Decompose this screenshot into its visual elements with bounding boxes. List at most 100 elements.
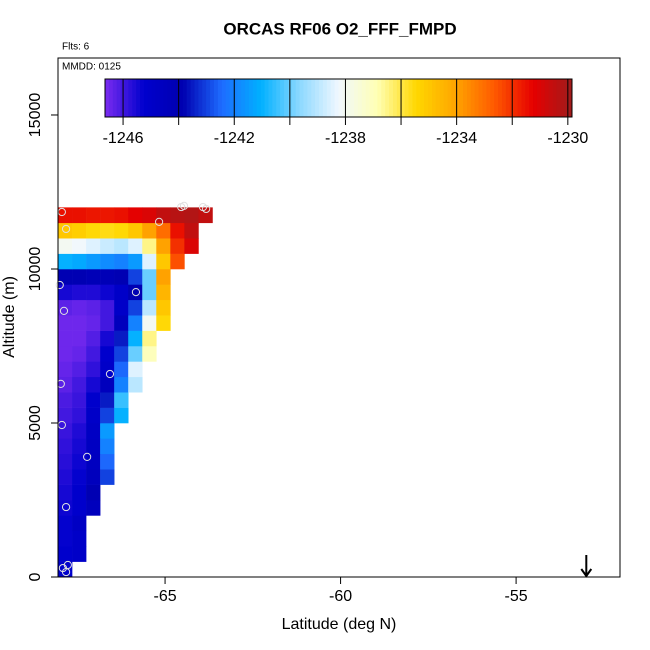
cell — [72, 376, 87, 393]
colorbar-slice — [307, 79, 312, 117]
cell — [86, 238, 101, 254]
colorbar-slice — [315, 79, 320, 117]
colorbar-slice — [435, 79, 441, 117]
cell — [114, 253, 129, 270]
cell — [156, 315, 171, 331]
y-tick-label: 5000 — [27, 405, 44, 441]
cell — [184, 222, 199, 239]
cell — [58, 515, 73, 532]
cell — [58, 253, 73, 270]
date-note: MMDD: 0125 — [62, 62, 121, 73]
cell — [72, 330, 87, 347]
cell — [86, 299, 101, 316]
colorbar-slice — [357, 79, 363, 117]
x-tick-label: -60 — [329, 588, 352, 605]
colorbar-slice — [443, 79, 448, 117]
cell — [100, 315, 115, 331]
cell — [100, 438, 115, 455]
colorbar-slice — [385, 79, 390, 117]
cell — [100, 268, 115, 285]
cell — [100, 222, 115, 239]
colorbar-slice — [505, 79, 511, 117]
colorbar-slice — [143, 79, 149, 117]
colorbar-slice — [389, 79, 394, 117]
cell — [86, 453, 101, 470]
colorbar-slice — [564, 79, 569, 117]
cell — [156, 299, 171, 316]
cell — [58, 561, 73, 578]
cell — [170, 207, 185, 224]
cell — [128, 299, 143, 316]
colorbar-slice — [396, 79, 402, 117]
cell — [58, 499, 73, 516]
colorbar-slice — [381, 79, 386, 117]
colorbar-slice — [210, 79, 215, 117]
cell — [156, 253, 171, 270]
heatmap — [58, 207, 213, 578]
colorbar-slice — [112, 79, 118, 117]
colorbar-slice — [365, 79, 371, 117]
colorbar-slice — [408, 79, 413, 117]
cell — [128, 315, 143, 331]
colorbar-slice — [517, 79, 522, 117]
cell — [58, 484, 73, 501]
colorbar-slice — [346, 79, 351, 117]
cell — [100, 238, 115, 254]
colorbar-slice — [322, 79, 328, 117]
cell — [184, 207, 199, 224]
cell — [100, 422, 115, 439]
colorbar-slice — [470, 79, 476, 117]
colorbar-slice — [182, 79, 188, 117]
colorbar-slice — [233, 79, 238, 117]
cell — [114, 268, 129, 285]
flight-point — [105, 369, 115, 379]
cell — [72, 222, 87, 239]
chart-title: ORCAS RF06 O2_FFF_FMPD — [223, 19, 456, 38]
colorbar-slice — [252, 79, 258, 117]
cell — [156, 207, 171, 224]
cell — [72, 299, 87, 316]
cell — [86, 484, 101, 501]
colorbar-slice — [544, 79, 550, 117]
colorbar-slice — [428, 79, 433, 117]
colorbar-slice — [354, 79, 359, 117]
flight-point — [154, 217, 164, 226]
colorbar-tick-label: -1234 — [436, 130, 477, 147]
cell — [58, 284, 73, 301]
colorbar-slice — [529, 79, 534, 117]
colorbar-slice — [439, 79, 445, 117]
colorbar-slice — [466, 79, 472, 117]
colorbar-slice — [330, 79, 336, 117]
cell — [86, 345, 101, 362]
colorbar-slice — [295, 79, 301, 117]
flight-point — [55, 280, 64, 290]
colorbar-slice — [490, 79, 495, 117]
flight-point — [61, 502, 71, 512]
colorbar-slice — [536, 79, 542, 117]
cell — [142, 207, 157, 224]
cell — [114, 345, 129, 362]
colorbar-slice — [420, 79, 425, 117]
cell — [142, 299, 157, 316]
cell — [72, 438, 87, 455]
colorbar-slice — [163, 79, 168, 117]
cell — [156, 284, 171, 301]
colorbar-slice — [455, 79, 460, 117]
colorbar-slice — [540, 79, 546, 117]
cell — [156, 268, 171, 285]
colorbar-slice — [416, 79, 421, 117]
colorbar-slice — [280, 79, 285, 117]
flight-point — [202, 204, 211, 214]
cell — [114, 207, 129, 224]
colorbar-slice — [400, 79, 406, 117]
cell — [58, 315, 73, 331]
flight-point — [61, 224, 71, 234]
cell — [114, 392, 129, 408]
cell — [128, 345, 143, 362]
colorbar-slice — [256, 79, 262, 117]
colorbar-slice — [124, 79, 129, 117]
cell — [142, 253, 157, 270]
colorbar-slice — [264, 79, 269, 117]
colorbar-slice — [260, 79, 266, 117]
flights-note: Flts: 6 — [62, 42, 90, 53]
